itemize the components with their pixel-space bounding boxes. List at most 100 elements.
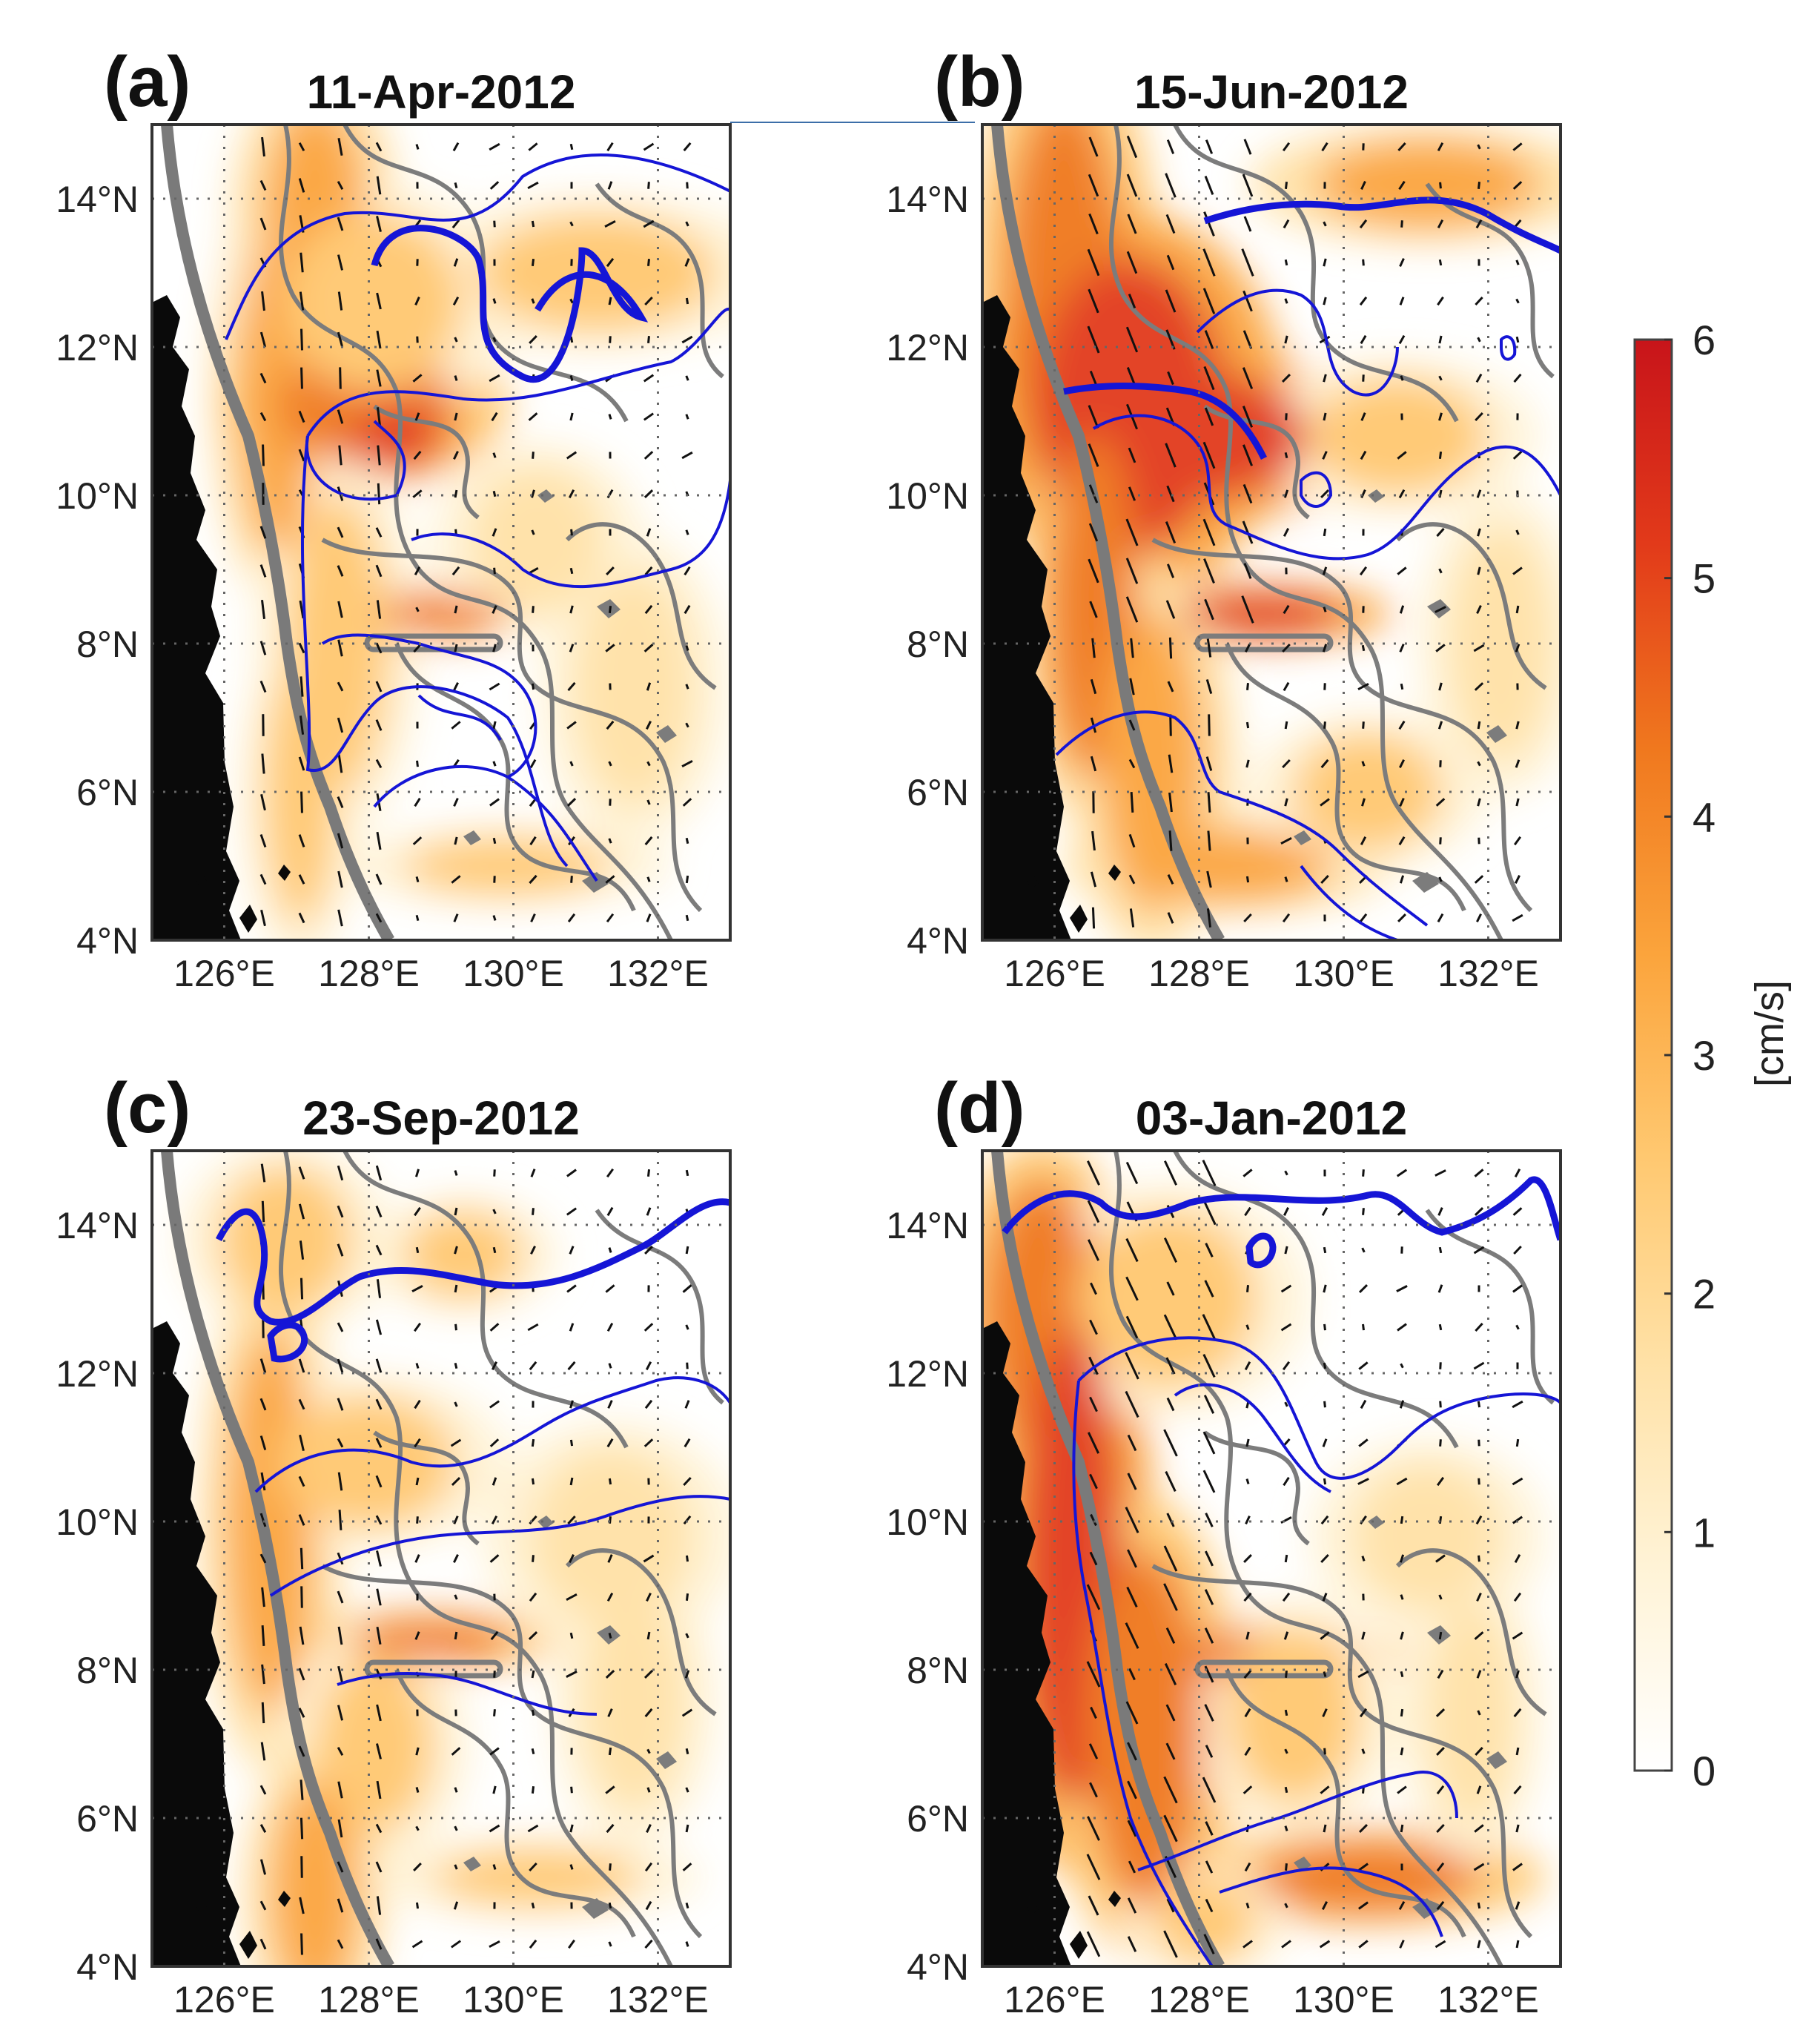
current-arrow (533, 606, 534, 613)
latitude-tick-label: 4°N (76, 1946, 139, 1988)
current-arrow (1363, 1556, 1364, 1562)
current-arrow (1285, 1787, 1287, 1793)
current-arrow (686, 876, 687, 883)
colorbar: 0123456[cm/s] (1635, 317, 1792, 1794)
latitude-tick-label: 12°N (56, 327, 139, 369)
longitude-tick-label: 130°E (1293, 1979, 1394, 2020)
current-arrow (1324, 1825, 1326, 1832)
longitude-tick-label: 128°E (1148, 953, 1250, 994)
current-arrow (686, 1170, 687, 1176)
current-arrow (648, 259, 649, 266)
current-arrow (1170, 638, 1171, 658)
current-arrow (1402, 220, 1403, 227)
current-arrow (1285, 452, 1287, 457)
current-arrow (1324, 1478, 1325, 1484)
current-arrow (494, 1865, 495, 1870)
current-arrow (456, 1324, 457, 1330)
current-arrow (533, 1208, 534, 1215)
current-arrow (417, 1516, 418, 1523)
current-arrow (455, 376, 457, 381)
current-arrow (532, 1903, 534, 1908)
panel-letter: (b) (934, 42, 1025, 122)
current-arrow (533, 452, 534, 458)
colorbar-tick-label: 5 (1692, 555, 1715, 602)
longitude-tick-label: 126°E (1004, 1979, 1105, 2020)
longitude-tick-label: 132°E (607, 1979, 709, 2020)
longitude-tick-label: 132°E (607, 953, 709, 994)
current-arrow (1324, 607, 1326, 612)
current-arrow (1401, 1709, 1402, 1716)
panel-date-title: 11-Apr-2012 (307, 65, 576, 119)
colorbar-tick-label: 2 (1692, 1271, 1715, 1318)
panel-d: (d) 03-Jan-20124°N6°N8°N10°N12°N14°N126°E… (886, 1068, 1561, 2020)
current-arrow (1324, 413, 1326, 420)
latitude-tick-label: 10°N (56, 1501, 139, 1543)
current-arrow (1209, 714, 1210, 736)
longitude-tick-label: 132°E (1437, 953, 1539, 994)
latitude-tick-label: 12°N (886, 327, 969, 369)
current-arrow (455, 1208, 457, 1215)
longitude-tick-label: 126°E (1004, 953, 1105, 994)
current-arrow (1479, 1478, 1480, 1485)
current-arrow (1478, 182, 1479, 189)
current-arrow (1324, 529, 1326, 536)
current-arrow (609, 414, 611, 420)
current-arrow (262, 1702, 263, 1723)
current-arrow (686, 1556, 687, 1562)
current-arrow (1285, 182, 1286, 189)
current-arrow (494, 1169, 495, 1176)
current-arrow (1478, 1401, 1479, 1407)
current-arrow (1247, 1903, 1248, 1909)
current-arrow (1131, 792, 1133, 813)
panel-letter: (d) (934, 1068, 1025, 1148)
latitude-tick-label: 6°N (76, 772, 139, 813)
current-arrow (1363, 721, 1364, 728)
current-arrow (1478, 1903, 1479, 1909)
current-arrow (648, 1632, 649, 1639)
map-area (152, 69, 787, 965)
current-arrow (532, 1748, 534, 1754)
current-arrow (1286, 1670, 1287, 1678)
speed-core (1182, 592, 1346, 636)
current-arrow (1285, 721, 1287, 729)
latitude-tick-label: 8°N (76, 624, 139, 665)
current-arrow (610, 336, 611, 343)
current-arrow (263, 445, 264, 466)
speed-core (530, 1447, 693, 1625)
current-arrow (1478, 721, 1480, 729)
current-arrow (417, 145, 418, 150)
latitude-tick-label: 8°N (907, 624, 969, 665)
current-arrow (1324, 1671, 1326, 1676)
current-arrow (1440, 1401, 1441, 1408)
current-arrow (1363, 260, 1364, 266)
current-arrow (494, 838, 495, 844)
latitude-tick-label: 6°N (907, 772, 969, 813)
current-arrow (1517, 1439, 1518, 1447)
colorbar-tick-label: 4 (1692, 793, 1715, 840)
panel-letter: (a) (104, 42, 191, 122)
longitude-tick-label: 132°E (1437, 1979, 1539, 2020)
current-arrow (340, 1510, 341, 1530)
current-arrow (1285, 1555, 1287, 1562)
current-arrow (609, 1903, 611, 1909)
latitude-tick-label: 8°N (907, 1650, 969, 1691)
current-arrow (571, 1633, 572, 1639)
panel-date-title: 15-Jun-2012 (1134, 65, 1409, 119)
current-arrow (417, 876, 418, 882)
current-arrow (262, 1625, 264, 1646)
current-arrow (494, 491, 495, 496)
current-arrow (1517, 337, 1518, 343)
latitude-tick-label: 10°N (56, 475, 139, 517)
current-arrow (686, 1593, 687, 1601)
map-area (947, 1140, 1561, 1980)
current-arrow (1363, 1169, 1364, 1176)
current-arrow (417, 915, 418, 920)
map-area (152, 1143, 742, 2037)
current-arrow (609, 1748, 610, 1755)
current-arrow (494, 453, 495, 458)
current-arrow (532, 259, 533, 266)
current-arrow (686, 298, 687, 304)
current-arrow (609, 1633, 611, 1638)
current-arrow (494, 1670, 495, 1677)
current-arrow (455, 1363, 457, 1368)
